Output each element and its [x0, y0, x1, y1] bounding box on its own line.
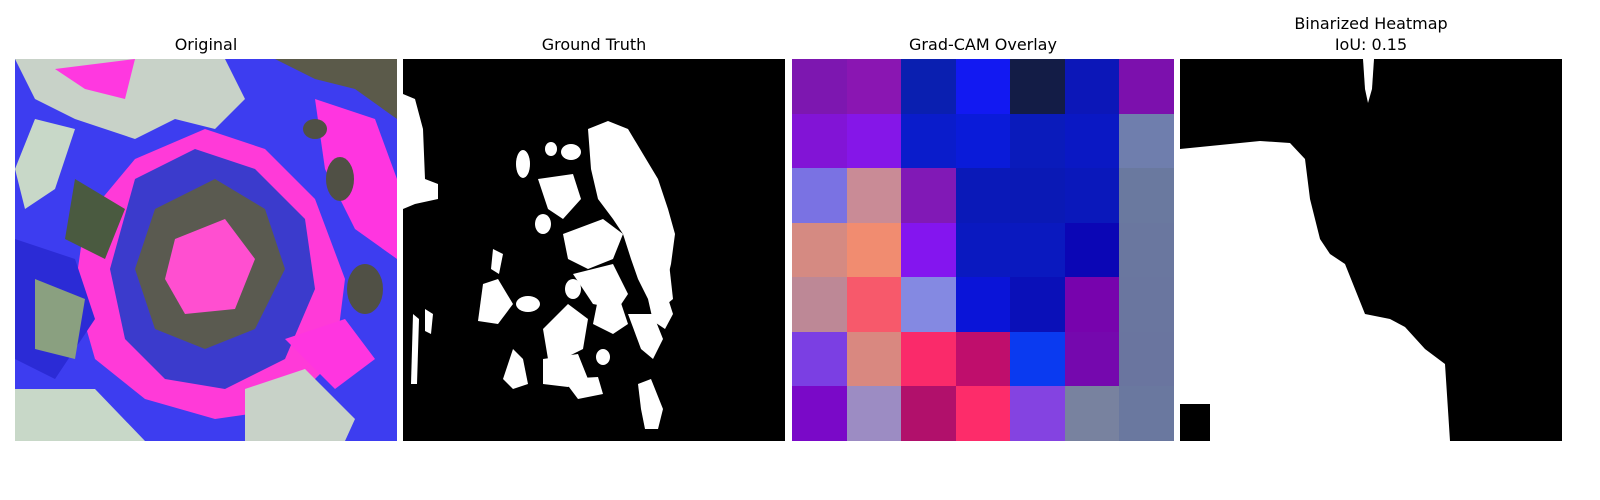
panel-gradcam: Grad-CAM Overlay	[792, 0, 1174, 500]
gradcam-cell	[956, 386, 1010, 441]
gradcam-cell	[847, 386, 901, 441]
gradcam-cell	[1065, 223, 1119, 277]
gradcam-cell	[901, 168, 956, 223]
gradcam-cell	[1065, 114, 1119, 168]
gradcam-cell	[1065, 168, 1119, 223]
gradcam-cell	[1065, 332, 1119, 386]
gradcam-cell	[847, 168, 901, 223]
gradcam-cell	[847, 59, 901, 114]
gradcam-cell	[1010, 223, 1065, 277]
gradcam-cell	[956, 277, 1010, 332]
gradcam-cell	[792, 59, 847, 114]
gradcam-cell	[792, 386, 847, 441]
gradcam-cell	[901, 59, 956, 114]
gradcam-cell	[1010, 277, 1065, 332]
gradcam-cell	[901, 114, 956, 168]
panel-title-original: Original	[174, 35, 238, 54]
panel-original: Original	[15, 0, 397, 500]
ground-truth-mask	[403, 59, 785, 441]
gradcam-cell	[792, 168, 847, 223]
panel-subtitle-iou: IoU: 0.15	[1334, 35, 1408, 54]
gradcam-cell	[956, 168, 1010, 223]
gradcam-cell	[1119, 114, 1174, 168]
gradcam-cell	[792, 114, 847, 168]
gradcam-cell	[847, 114, 901, 168]
gradcam-cell	[1119, 59, 1174, 114]
gradcam-cell	[901, 277, 956, 332]
panel-title-binarized: Binarized Heatmap	[1294, 14, 1448, 33]
gradcam-cell	[847, 332, 901, 386]
gradcam-cell	[1010, 59, 1065, 114]
gradcam-cell	[1119, 386, 1174, 441]
gradcam-cell	[901, 223, 956, 277]
gradcam-cell	[1119, 223, 1174, 277]
gradcam-overlay	[792, 59, 1174, 441]
gradcam-cell	[956, 59, 1010, 114]
panel-binarized: Binarized Heatmap IoU: 0.15	[1180, 0, 1562, 500]
gradcam-cell	[1119, 277, 1174, 332]
gradcam-cell	[1010, 386, 1065, 441]
gradcam-cell	[1065, 386, 1119, 441]
gradcam-cell	[901, 332, 956, 386]
gradcam-cell	[792, 223, 847, 277]
gradcam-cell	[1119, 168, 1174, 223]
binarized-heatmap	[1180, 59, 1562, 441]
panel-title-ground-truth: Ground Truth	[541, 35, 647, 54]
gradcam-cell	[792, 277, 847, 332]
gradcam-cell	[1119, 332, 1174, 386]
panel-ground-truth: Ground Truth	[403, 0, 785, 500]
gradcam-cell	[956, 114, 1010, 168]
gradcam-cell	[1065, 277, 1119, 332]
gradcam-cell	[792, 332, 847, 386]
gradcam-cell	[847, 277, 901, 332]
gradcam-cell	[901, 386, 956, 441]
gradcam-cell	[1065, 59, 1119, 114]
gradcam-cell	[956, 223, 1010, 277]
panel-title-gradcam: Grad-CAM Overlay	[909, 35, 1057, 54]
gradcam-cell	[847, 223, 901, 277]
gradcam-cell	[956, 332, 1010, 386]
original-image	[15, 59, 397, 441]
gradcam-cell	[1010, 332, 1065, 386]
gradcam-cell	[1010, 168, 1065, 223]
gradcam-cell	[1010, 114, 1065, 168]
